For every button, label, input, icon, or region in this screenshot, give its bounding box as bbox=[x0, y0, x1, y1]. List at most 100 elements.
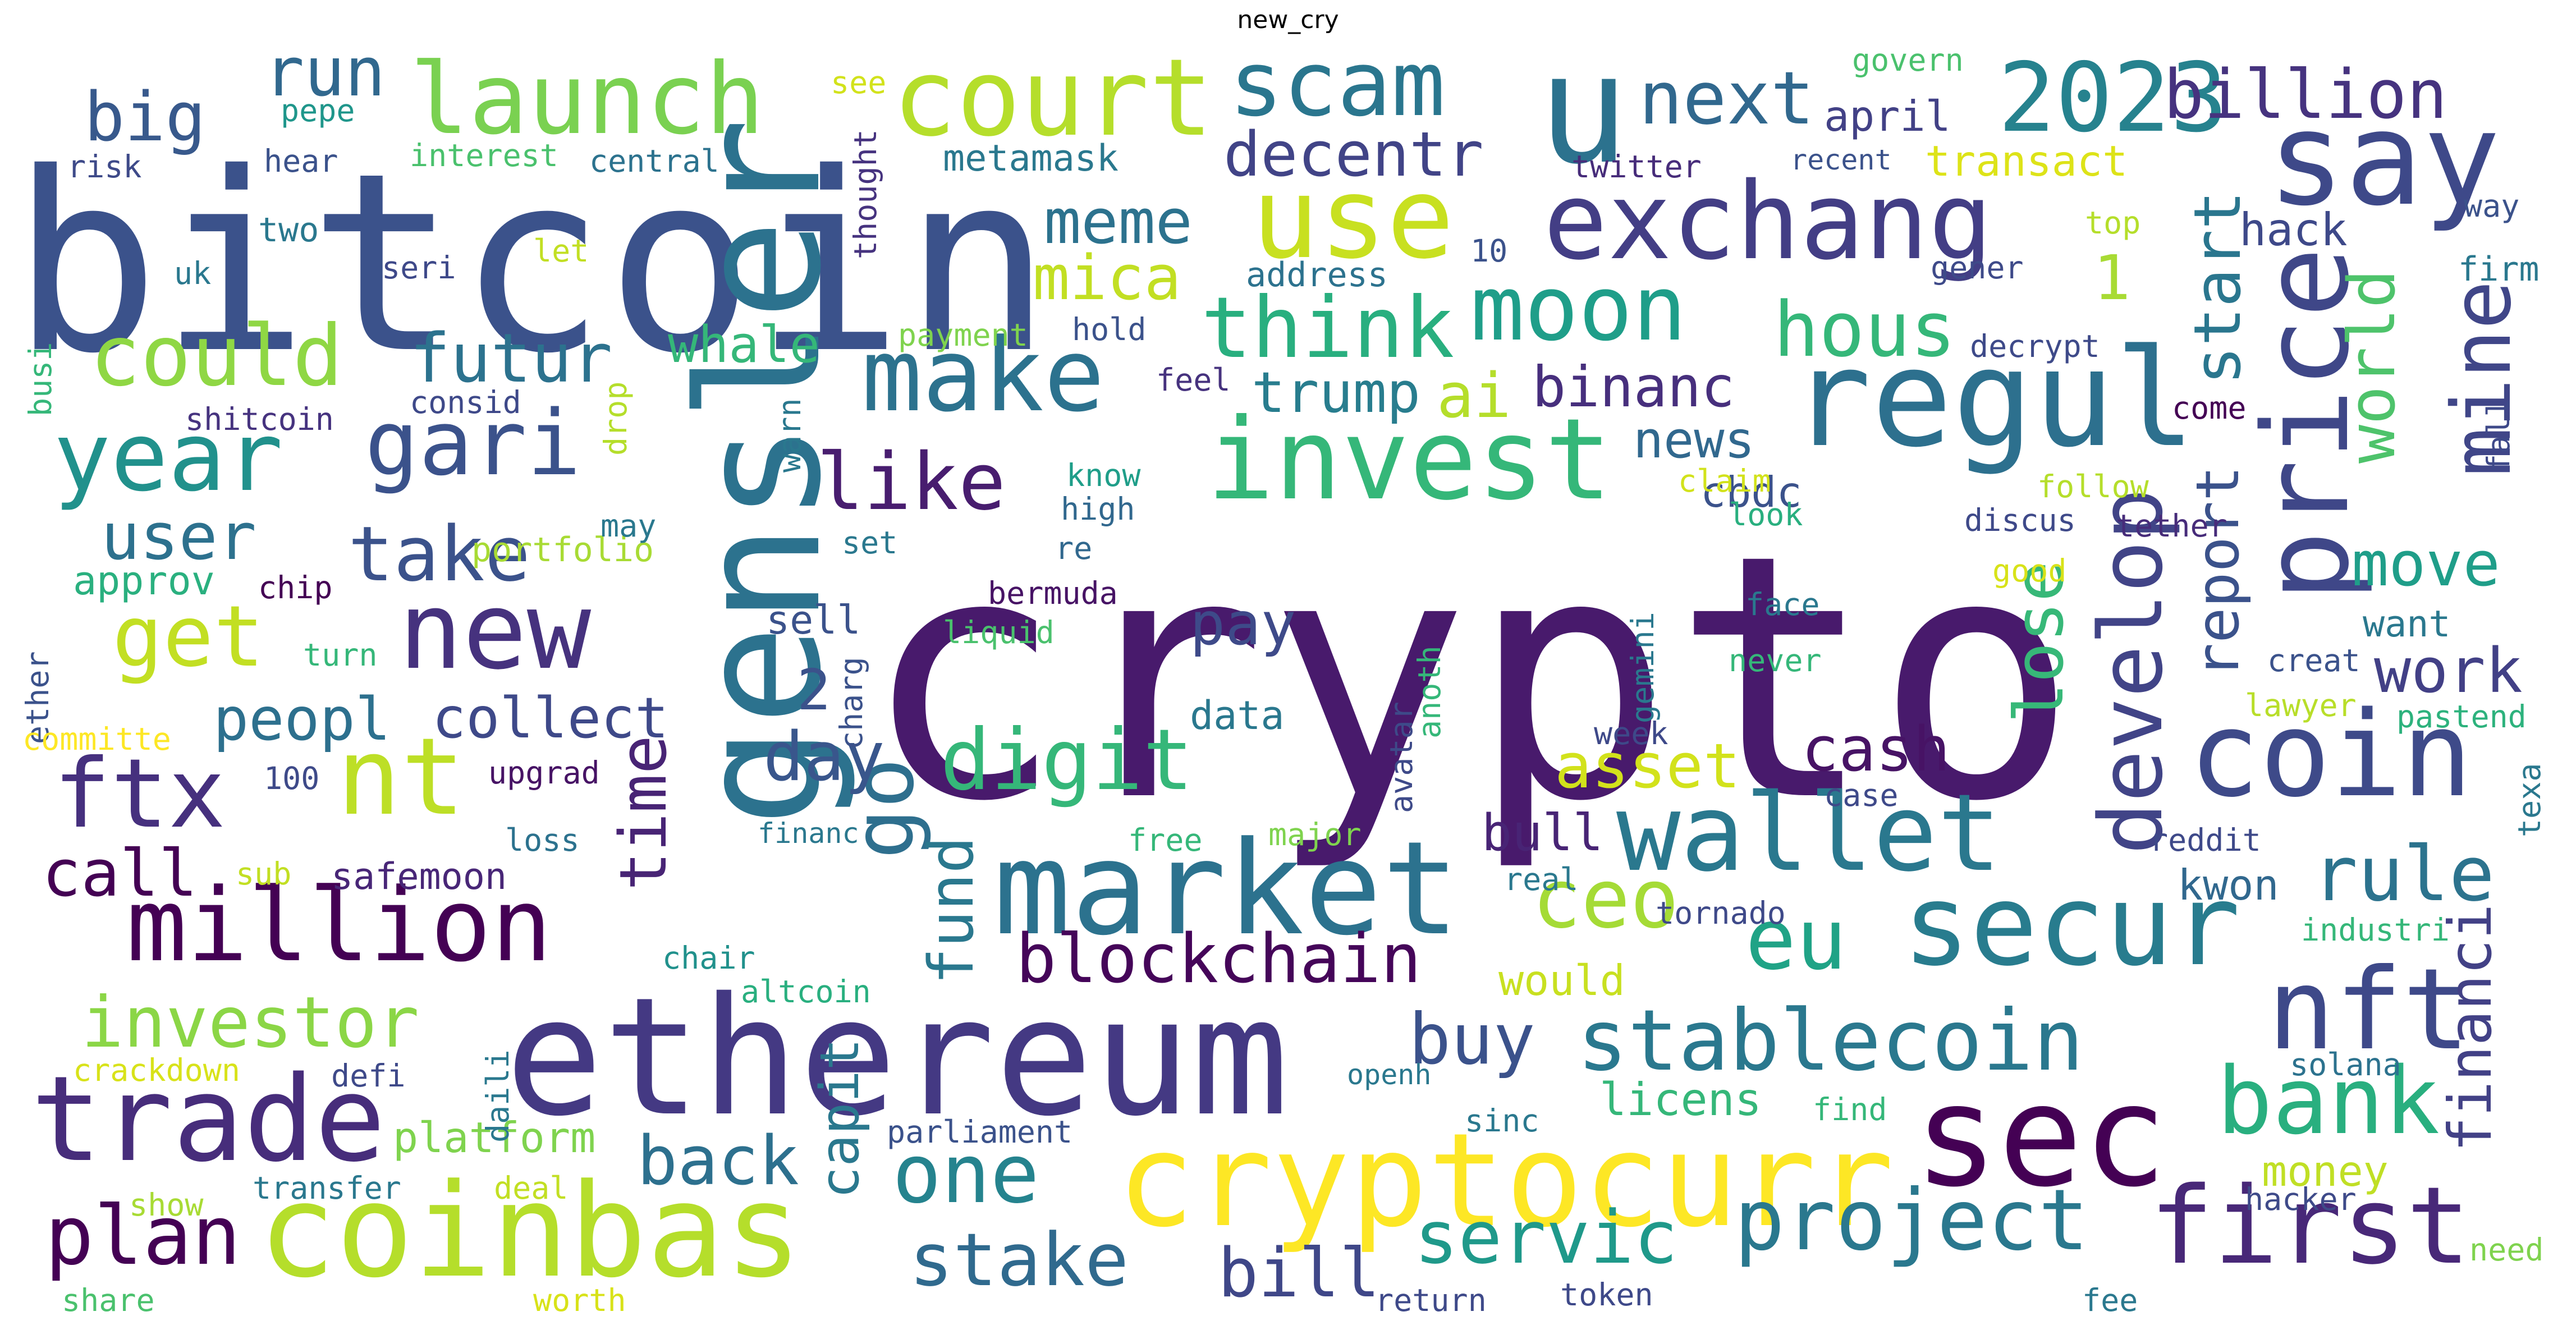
word-coinbas: coinbas bbox=[258, 1157, 803, 1306]
word-coin: coin bbox=[2189, 686, 2473, 823]
word-top: top bbox=[2085, 205, 2141, 241]
word-use: use bbox=[1252, 153, 1455, 284]
word-blockchain: blockchain bbox=[1016, 920, 1422, 998]
word-fall: fall bbox=[2481, 398, 2517, 473]
word-ceo: ceo bbox=[1532, 852, 1679, 947]
word-regul: regul bbox=[1790, 320, 2196, 477]
word-million: million bbox=[126, 867, 552, 984]
word-transfer: transfer bbox=[253, 1170, 401, 1206]
word-major: major bbox=[1268, 817, 1362, 852]
word-liquid: liquid bbox=[943, 615, 1055, 650]
word-worth: worth bbox=[533, 1282, 626, 1318]
word-parliament: parliament bbox=[887, 1114, 1073, 1150]
word-charg: charg bbox=[833, 657, 869, 750]
word-u: u bbox=[1538, 21, 1629, 198]
word-re: re bbox=[1055, 530, 1093, 566]
word-bank: bank bbox=[2217, 1047, 2440, 1155]
word-binanc: binanc bbox=[1532, 354, 1735, 420]
word-2023: 2023 bbox=[1998, 43, 2228, 154]
word-hacker: hacker bbox=[2245, 1181, 2357, 1217]
word-address: address bbox=[1246, 255, 1388, 295]
word-back: back bbox=[637, 1122, 799, 1200]
word-tornado: tornado bbox=[1656, 895, 1786, 931]
word-see: see bbox=[831, 65, 887, 100]
word-sub: sub bbox=[236, 856, 292, 892]
word-two: two bbox=[258, 210, 319, 250]
word-launch: launch bbox=[410, 43, 765, 157]
word-capit: capit bbox=[809, 1038, 871, 1199]
word-like: like bbox=[817, 437, 1006, 528]
chart-title: new_cry bbox=[1237, 6, 1339, 34]
word-think: think bbox=[1201, 279, 1455, 377]
word-altcoin: altcoin bbox=[741, 974, 871, 1010]
word-want: want bbox=[2363, 603, 2451, 645]
word-return: return bbox=[1375, 1282, 1487, 1318]
word-gemini: gemini bbox=[1625, 612, 1661, 723]
word-consid: consid bbox=[410, 384, 521, 420]
word-pay: pay bbox=[1190, 590, 1296, 658]
word-take: take bbox=[348, 510, 531, 598]
word-100: 100 bbox=[264, 760, 320, 796]
word-share: share bbox=[62, 1282, 155, 1318]
word-openh: openh bbox=[1347, 1058, 1432, 1091]
word-hear: hear bbox=[264, 143, 338, 179]
word-court: court bbox=[892, 36, 1213, 160]
word-platform: platform bbox=[393, 1113, 596, 1162]
word-approv: approv bbox=[73, 558, 215, 604]
word-loss: loss bbox=[505, 822, 580, 858]
word-ftx: ftx bbox=[53, 739, 226, 850]
word-discus: discus bbox=[1964, 502, 2076, 538]
word-secur: secur bbox=[1903, 860, 2241, 991]
word-defi: defi bbox=[331, 1058, 406, 1094]
word-texa: texa bbox=[2511, 763, 2547, 837]
word-busi: busi bbox=[22, 342, 58, 416]
word-decrypt: decrypt bbox=[1970, 328, 2100, 364]
word-crypto: crypto bbox=[861, 483, 2078, 875]
word-decentr: decentr bbox=[1223, 118, 1484, 190]
word-sec: sec bbox=[1914, 1054, 2167, 1218]
word-portfolio: portfolio bbox=[471, 530, 654, 570]
word-real: real bbox=[1504, 861, 1579, 897]
word-gari: gari bbox=[365, 391, 581, 496]
word-sinc: sinc bbox=[1465, 1103, 1539, 1139]
word-exchang: exchang bbox=[1543, 159, 1993, 283]
word-get: get bbox=[112, 588, 264, 686]
word-interest: interest bbox=[410, 137, 558, 173]
word-financ: financ bbox=[758, 817, 859, 850]
word-risk: risk bbox=[67, 149, 142, 185]
word-cash: cash bbox=[1802, 713, 1950, 785]
word-recent: recent bbox=[1790, 144, 1892, 176]
word-tether: tether bbox=[2116, 508, 2227, 544]
word-industri: industri bbox=[2301, 912, 2450, 948]
word-asset: asset bbox=[1555, 730, 1741, 802]
word-bermuda: bermuda bbox=[988, 575, 1118, 611]
word-peopl: peopl bbox=[213, 685, 391, 754]
word-pastend: pastend bbox=[2396, 699, 2527, 735]
word-invest: invest bbox=[1207, 395, 1612, 525]
word-fund: fund bbox=[915, 836, 987, 985]
word-moon: moon bbox=[1470, 256, 1687, 361]
word-may: may bbox=[601, 508, 657, 544]
word-time: time bbox=[606, 735, 681, 891]
word-meme: meme bbox=[1044, 186, 1193, 258]
word-investor: investor bbox=[81, 982, 420, 1063]
word-free: free bbox=[1128, 822, 1203, 858]
word-say: say bbox=[2267, 85, 2501, 235]
word-bitcoin: bitcoin bbox=[11, 120, 1052, 407]
word-anoth: anoth bbox=[1411, 645, 1447, 739]
word-kwon: kwon bbox=[2178, 860, 2279, 910]
word-show: show bbox=[129, 1187, 204, 1223]
word-year: year bbox=[53, 402, 283, 513]
word-1: 1 bbox=[2093, 242, 2131, 314]
word-know: know bbox=[1066, 457, 1141, 493]
word-wallet: wallet bbox=[1616, 771, 2002, 895]
word-user: user bbox=[101, 499, 256, 575]
word-bill: bill bbox=[1218, 1235, 1380, 1313]
word-turn: turn bbox=[303, 637, 378, 673]
word-payment: payment bbox=[898, 317, 1028, 353]
word-eu: eu bbox=[1745, 891, 1847, 989]
word-hold: hold bbox=[1072, 311, 1147, 347]
word-2: 2 bbox=[797, 657, 831, 723]
word-daili: daili bbox=[480, 1049, 516, 1143]
word-token: token bbox=[1560, 1277, 1653, 1313]
